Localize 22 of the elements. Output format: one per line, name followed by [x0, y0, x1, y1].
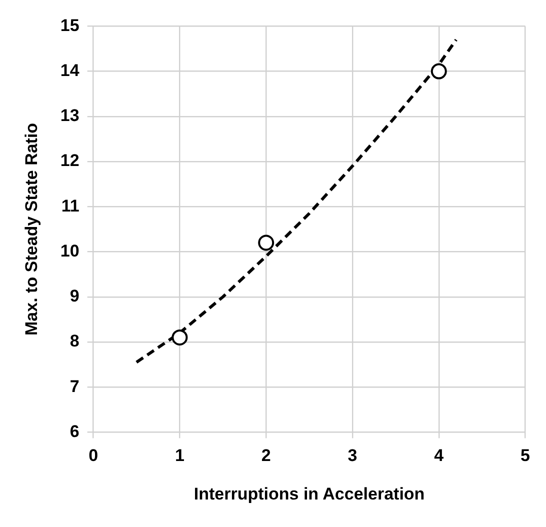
x-tick-label: 0 — [88, 446, 98, 466]
y-tick-label: 11 — [61, 196, 80, 216]
y-tick-label: 10 — [60, 241, 80, 260]
x-tick-label: 1 — [174, 446, 184, 466]
x-tick-label: 4 — [434, 446, 444, 466]
y-tick-label: 14 — [60, 61, 80, 80]
x-tick-label: 3 — [348, 446, 358, 466]
x-tick-label: 2 — [261, 446, 271, 466]
point — [258, 234, 274, 251]
y-tick-label: 9 — [70, 286, 80, 306]
y-tick-label: 6 — [70, 422, 80, 441]
y-tick-label: 12 — [60, 151, 80, 170]
x-tick-label: 5 — [520, 446, 530, 466]
y-axis-title: Max. to Steady State Ratio — [22, 122, 41, 336]
y-tick-label: 15 — [60, 16, 80, 35]
point — [430, 63, 447, 80]
y-tick-label: 8 — [70, 332, 80, 351]
line-series — [135, 38, 458, 364]
y-tick-label: 7 — [70, 376, 80, 396]
x-axis-title: Interruptions in Acceleration — [194, 484, 425, 504]
point — [172, 329, 188, 346]
y-tick-label: 13 — [60, 106, 80, 126]
